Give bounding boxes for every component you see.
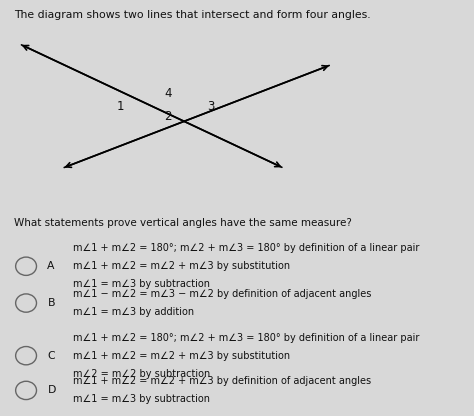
Text: m∠1 + m∠2 = m∠2 + m∠3 by substitution: m∠1 + m∠2 = m∠2 + m∠3 by substitution (73, 261, 291, 271)
Text: 3: 3 (207, 99, 215, 113)
Text: m∠1 + m∠2 = 180°; m∠2 + m∠3 = 180° by definition of a linear pair: m∠1 + m∠2 = 180°; m∠2 + m∠3 = 180° by de… (73, 333, 420, 343)
Text: m∠1 = m∠3 by subtraction: m∠1 = m∠3 by subtraction (73, 279, 210, 289)
Text: 2: 2 (164, 110, 172, 123)
Text: m∠1 + m∠2 = m∠2 + m∠3 by substitution: m∠1 + m∠2 = m∠2 + m∠3 by substitution (73, 351, 291, 361)
Text: m∠1 − m∠2 = m∠3 − m∠2 by definition of adjacent angles: m∠1 − m∠2 = m∠3 − m∠2 by definition of a… (73, 289, 372, 299)
Text: A: A (47, 261, 55, 271)
Text: m∠1 + m∠2 = m∠2 + m∠3 by definition of adjacent angles: m∠1 + m∠2 = m∠2 + m∠3 by definition of a… (73, 376, 372, 386)
Text: m∠1 = m∠3 by addition: m∠1 = m∠3 by addition (73, 307, 195, 317)
Text: B: B (47, 298, 55, 308)
Text: m∠1 = m∠3 by subtraction: m∠1 = m∠3 by subtraction (73, 394, 210, 404)
Text: What statements prove vertical angles have the same measure?: What statements prove vertical angles ha… (14, 218, 352, 228)
Text: D: D (47, 385, 56, 396)
Text: m∠2 = m∠2 by subtraction: m∠2 = m∠2 by subtraction (73, 369, 211, 379)
Text: 4: 4 (164, 87, 172, 100)
Text: The diagram shows two lines that intersect and form four angles.: The diagram shows two lines that interse… (14, 10, 371, 20)
Text: m∠1 + m∠2 = 180°; m∠2 + m∠3 = 180° by definition of a linear pair: m∠1 + m∠2 = 180°; m∠2 + m∠3 = 180° by de… (73, 243, 420, 253)
Text: C: C (47, 351, 55, 361)
Text: 1: 1 (117, 99, 125, 113)
